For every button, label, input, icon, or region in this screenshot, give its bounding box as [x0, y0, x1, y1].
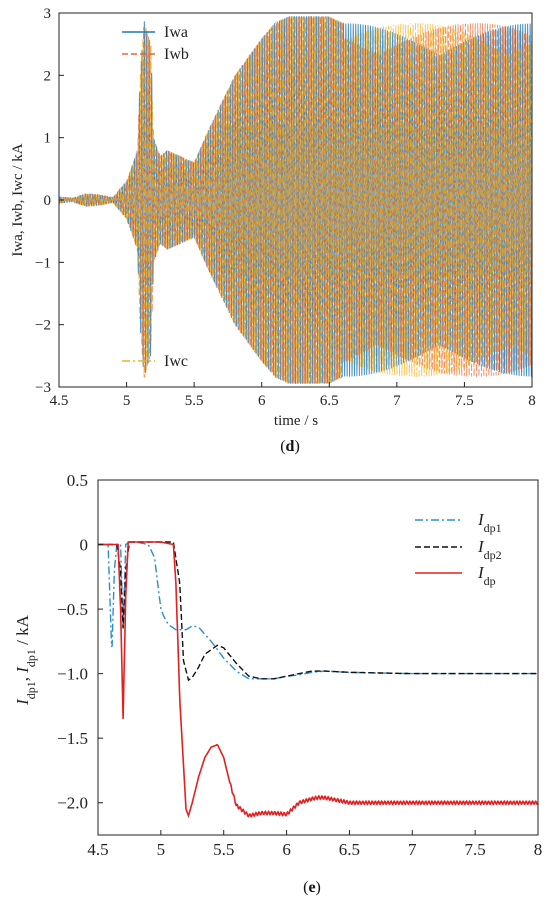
- chart-e-ytick-label: 0.5: [67, 471, 88, 490]
- chart-e: 4.5 5 5.5 6 6.5 7 7.5 8 0.5 0 −0.5 −1.0 −1.5 −2.0 Id…: [13, 471, 542, 896]
- chart-e-ylabel: Idp1, Idp1 / kA: [13, 614, 38, 706]
- chart-d-xtick-label: 7.5: [455, 393, 474, 409]
- chart-e-xtick-label: 5.5: [213, 840, 234, 859]
- chart-e-ytick-label: −0.5: [57, 600, 88, 619]
- chart-d-yticks: 3 2 1 0 −1 −2 −3: [35, 6, 64, 396]
- chart-d: 4.5 5 5.5 6 6.5 7 7.5 8 3 2 1 0 −1 −2 −3 time / s Iwa…: [10, 6, 536, 455]
- chart-e-panel-letter: e: [308, 879, 315, 896]
- chart-e-series-i-dp: [98, 541, 538, 819]
- chart-e-frame: [97, 479, 539, 836]
- chart-e-series-i-dp2: [98, 541, 538, 682]
- chart-d-xlabel: time / s: [274, 413, 318, 429]
- chart-d-ytick-label: 0: [44, 193, 52, 209]
- chart-e-ytick-label: −2.0: [57, 794, 88, 813]
- chart-e-panel-label: (e): [303, 879, 321, 896]
- chart-d-legend: Iwa Iwb Iwc: [122, 24, 189, 370]
- chart-d-xtick-label: 4.5: [50, 393, 69, 409]
- chart-d-traces: [59, 16, 532, 384]
- chart-e-ytick-label: −1.0: [57, 665, 88, 684]
- chart-d-panel-letter: d: [286, 438, 295, 455]
- chart-d-xtick-label: 5.5: [185, 393, 204, 409]
- chart-d-xtick-label: 6.5: [320, 393, 339, 409]
- chart-d-ytick-label: 1: [44, 131, 52, 147]
- chart-d-ytick-label: 2: [44, 68, 52, 84]
- chart-d-panel-label: (d): [280, 438, 300, 455]
- chart-d-ytick-label: 3: [44, 6, 52, 22]
- chart-d-overlap-tint: [221, 125, 532, 275]
- chart-d-series-iwc: [59, 16, 532, 384]
- chart-e-xtick-label: 7.5: [465, 840, 486, 859]
- chart-e-xtick-label: 5: [157, 840, 166, 859]
- chart-e-legend-label: Idp: [477, 563, 496, 588]
- chart-e-legend-label: Idp2: [477, 537, 502, 562]
- chart-e-xtick-label: 6.5: [339, 840, 360, 859]
- chart-d-ytick-label: −1: [35, 255, 51, 271]
- chart-d-ylabel: Iwa, Iwb, Iwc / kA: [10, 143, 26, 256]
- chart-e-legend-label: Idp1: [477, 510, 502, 535]
- chart-d-xtick-label: 5: [123, 393, 131, 409]
- chart-d-xtick-label: 7: [393, 393, 401, 409]
- chart-d-legend-label: Iwb: [164, 46, 189, 63]
- chart-e-ytick-label: −1.5: [57, 729, 88, 748]
- chart-e-xticks: 4.5 5 5.5 6 6.5 7 7.5 8: [87, 830, 542, 859]
- chart-d-legend-label: Iwa: [164, 24, 188, 41]
- chart-e-traces: [98, 541, 538, 819]
- chart-d-xtick-label: 8: [528, 393, 536, 409]
- chart-d-legend-label: Iwc: [164, 353, 188, 370]
- chart-e-ytick-label: 0: [80, 536, 89, 555]
- chart-e-xtick-label: 4.5: [87, 840, 108, 859]
- chart-e-series-i-dp1: [98, 541, 538, 680]
- chart-e-xtick-label: 6: [282, 840, 291, 859]
- chart-d-ytick-label: −2: [35, 318, 51, 334]
- chart-d-xticks: 4.5 5 5.5 6 6.5 7 7.5 8: [50, 382, 536, 409]
- chart-e-xtick-label: 7: [408, 840, 417, 859]
- chart-d-ytick-label: −3: [35, 380, 51, 396]
- chart-e-yticks: 0.5 0 −0.5 −1.0 −1.5 −2.0: [57, 471, 103, 813]
- chart-d-xtick-label: 6: [258, 393, 266, 409]
- chart-e-xtick-label: 8: [534, 840, 543, 859]
